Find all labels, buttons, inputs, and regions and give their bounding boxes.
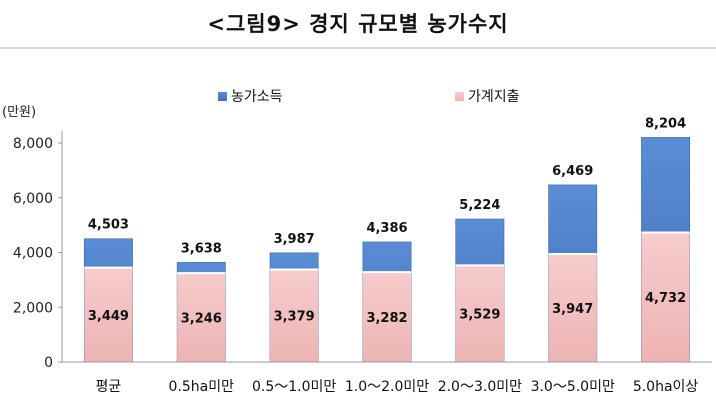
legend-label-expense: 가계지출 bbox=[468, 89, 520, 105]
bar-group: 8,204 4,732 bbox=[641, 116, 691, 363]
data-label-income: 3,638 bbox=[181, 241, 222, 256]
data-label-income: 8,204 bbox=[645, 116, 686, 131]
title-divider bbox=[0, 47, 716, 49]
data-label-income: 4,503 bbox=[88, 218, 129, 233]
data-label-expense: 3,947 bbox=[552, 302, 593, 317]
bar-expense bbox=[548, 253, 597, 362]
bars: 4,503 3,449 3,638 3,246 3,987 3,379 4,386 3,282… bbox=[83, 116, 691, 363]
y-tick-label: 2,000 bbox=[13, 300, 53, 316]
x-tick-label: 0.5～1.0미만 bbox=[252, 379, 336, 395]
bar-group: 6,469 3,947 bbox=[548, 164, 598, 363]
data-label-expense: 3,246 bbox=[181, 312, 222, 327]
bar-expense bbox=[455, 265, 504, 362]
bar-group: 5,224 3,529 bbox=[455, 198, 505, 363]
x-tick-label: 1.0～2.0미만 bbox=[345, 379, 429, 395]
bar-expense bbox=[362, 272, 412, 362]
x-tick-label: 2.0～3.0미만 bbox=[438, 379, 522, 395]
bar-expense bbox=[641, 232, 690, 362]
data-label-income: 5,224 bbox=[459, 198, 500, 213]
legend-swatch-expense bbox=[455, 92, 464, 101]
y-axis-unit: (만원) bbox=[2, 105, 36, 120]
legend-label-income: 농가소득 bbox=[231, 89, 283, 105]
data-label-expense: 3,449 bbox=[88, 309, 129, 324]
x-tick-label: 3.0～5.0미만 bbox=[531, 379, 615, 395]
bar-expense bbox=[84, 267, 133, 362]
bar-group: 3,987 3,379 bbox=[269, 232, 319, 363]
data-label-expense: 3,379 bbox=[274, 310, 315, 325]
data-label-expense: 3,282 bbox=[366, 311, 407, 326]
data-label-income: 3,987 bbox=[274, 232, 315, 247]
bar-expense bbox=[270, 269, 319, 362]
bar-group: 4,503 3,449 bbox=[83, 218, 133, 363]
x-tick-label: 5.0ha이상 bbox=[633, 379, 699, 395]
y-tick-label: 6,000 bbox=[13, 191, 53, 207]
bar-group: 3,638 3,246 bbox=[176, 241, 226, 363]
x-axis: 평균 0.5ha미만 0.5～1.0미만 1.0～2.0미만 2.0～3.0미만 3.0～… bbox=[62, 361, 712, 395]
data-label-income: 4,386 bbox=[366, 221, 407, 236]
bar-group: 4,386 3,282 bbox=[362, 221, 412, 363]
x-tick-label: 평균 bbox=[96, 379, 122, 395]
legend: 농가소득 가계지출 bbox=[218, 89, 520, 105]
y-tick-label: 0 bbox=[44, 355, 53, 371]
x-tick-label: 0.5ha미만 bbox=[169, 379, 235, 395]
y-tick-label: 8,000 bbox=[13, 136, 53, 152]
data-label-expense: 3,529 bbox=[459, 308, 500, 323]
data-label-expense: 4,732 bbox=[645, 291, 686, 306]
y-axis: 0 2,000 4,000 6,000 8,000 bbox=[13, 131, 63, 371]
data-label-income: 6,469 bbox=[552, 164, 593, 179]
bar-expense bbox=[177, 273, 226, 362]
y-tick-label: 4,000 bbox=[13, 246, 53, 262]
legend-swatch-income bbox=[218, 92, 227, 101]
figure-title: <그림9> 경지 규모별 농가수지 bbox=[207, 12, 509, 36]
